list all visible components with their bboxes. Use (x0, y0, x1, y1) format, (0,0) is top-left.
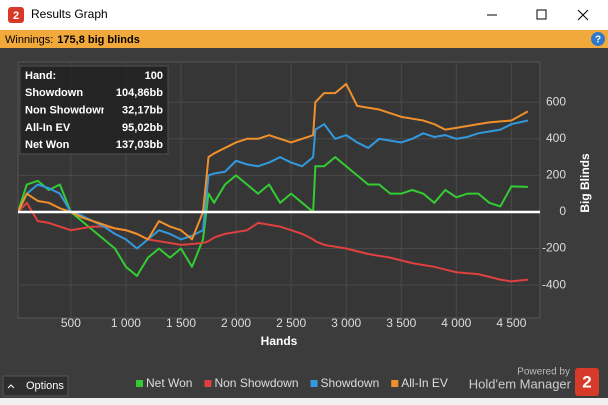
brand-logo-text: 2 (582, 372, 591, 391)
info-label: Net Won (25, 139, 70, 151)
options-chevron (7, 384, 15, 389)
winnings-value: 175,8 big blinds (57, 34, 140, 46)
x-tick-label: 2 500 (276, 316, 306, 330)
x-tick-label: 3 500 (386, 316, 416, 330)
info-label: Hand: (25, 70, 56, 82)
info-box (19, 65, 169, 155)
legend-label: Showdown (321, 376, 380, 390)
series-line (18, 156, 528, 277)
powered-by: Powered by (517, 367, 570, 378)
legend-swatch (204, 380, 212, 387)
options-label: Options (26, 380, 64, 392)
y-tick-label: 600 (546, 94, 566, 108)
underlying-window (0, 398, 608, 405)
winnings-label: Winnings: (5, 34, 53, 46)
x-axis-title: Hands (261, 334, 298, 348)
x-tick-label: 1 500 (166, 316, 196, 330)
info-value: 32,17bb (122, 105, 163, 117)
legend-swatch (136, 380, 143, 387)
y-tick-label: -400 (542, 277, 566, 291)
series-line (18, 119, 529, 250)
legend-label: Net Won (146, 376, 192, 390)
y-tick-label: -200 (542, 241, 566, 255)
app-icon-text: 2 (13, 10, 19, 22)
info-value: 95,02bb (122, 122, 163, 134)
legend-swatch (310, 380, 318, 387)
series-line (18, 82, 529, 241)
x-tick-label: 4 500 (496, 316, 526, 330)
info-label: Non Showdown (25, 105, 108, 117)
x-tick-label: 500 (61, 316, 81, 330)
options-button[interactable] (2, 375, 69, 397)
help-button[interactable] (591, 32, 605, 46)
help-icon: ? (595, 35, 601, 46)
info-value: 104,86bb (116, 87, 163, 99)
info-label: All-In EV (25, 122, 71, 134)
x-tick-label: 4 000 (441, 316, 471, 330)
y-tick-label: 0 (559, 204, 566, 218)
x-tick-label: 1 000 (111, 316, 141, 330)
window-title: Results Graph (31, 7, 108, 21)
y-tick-label: 200 (546, 168, 566, 182)
info-label: Showdown (25, 87, 83, 99)
maximize-button[interactable] (536, 9, 547, 20)
brand-logo (575, 368, 599, 396)
app-icon (8, 7, 24, 23)
x-tick-label: 3 000 (331, 316, 361, 330)
status-bar (0, 30, 608, 48)
x-tick-label: 2 000 (221, 316, 251, 330)
info-value: 100 (145, 70, 163, 82)
legend-swatch (391, 380, 399, 387)
info-value: 137,03bb (116, 139, 163, 151)
title-bar (0, 0, 608, 30)
brand-name: Hold'em Manager (469, 376, 572, 391)
y-tick-label: 400 (546, 131, 566, 145)
legend-label: Non Showdown (214, 376, 298, 390)
y-axis-title: Big Blinds (578, 153, 592, 213)
close-button[interactable] (577, 9, 589, 21)
legend-label: All-In EV (401, 376, 448, 390)
